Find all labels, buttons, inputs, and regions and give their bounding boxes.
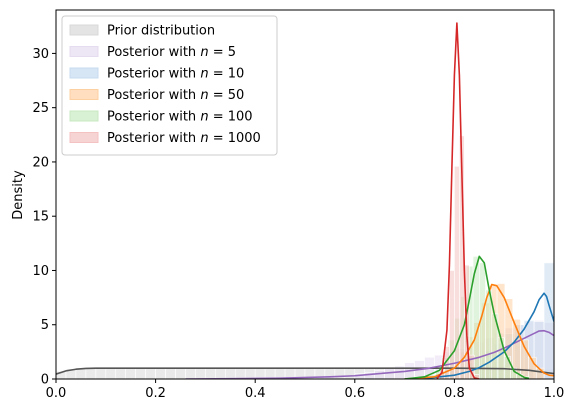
legend-label: Posterior with n = 1000 (107, 131, 261, 146)
legend-label: Prior distribution (107, 24, 215, 39)
histogram-bar (125, 368, 136, 379)
histogram-bar (175, 367, 186, 379)
kde-line-posterior-with-n-50 (404, 283, 554, 379)
histogram-bar (225, 368, 236, 379)
y-tick-label: 25 (32, 101, 49, 116)
x-tick-label: 0.0 (46, 386, 67, 401)
y-tick-label: 5 (41, 318, 49, 333)
kde-line-posterior-with-n-10 (404, 292, 554, 379)
kde-line-posterior-with-n-1000 (436, 22, 480, 379)
histogram-bar (95, 367, 107, 379)
y-axis: 0 5 10 15 20 25 30 (32, 47, 56, 388)
legend-label: Posterior with n = 5 (107, 45, 236, 60)
y-tick-label: 20 (32, 155, 49, 170)
histogram-bar (85, 368, 97, 379)
legend-item-posterior-with-n-10: Posterior with n = 10 (69, 67, 244, 82)
y-tick-label: 15 (32, 210, 49, 225)
legend-label: Posterior with n = 50 (107, 88, 244, 103)
histogram-bar (497, 337, 505, 379)
histogram-bar (195, 367, 206, 379)
y-tick-label: 10 (32, 264, 49, 279)
legend-item-posterior-with-n-1000: Posterior with n = 1000 (69, 131, 261, 146)
legend: Prior distribution Posterior with n = 5 Po… (61, 15, 278, 156)
x-tick-label: 0.6 (344, 386, 365, 401)
kde-line-posterior-with-n-5 (185, 329, 554, 379)
legend-swatch (69, 67, 99, 79)
x-tick-label: 0.4 (245, 386, 266, 401)
legend-swatch (69, 24, 99, 36)
legend-item-posterior-with-n-5: Posterior with n = 5 (69, 45, 236, 60)
legend-label: Posterior with n = 10 (107, 67, 244, 82)
x-tick-label: 0.2 (145, 386, 166, 401)
legend-swatch (69, 110, 99, 122)
legend-box (61, 15, 278, 156)
histogram-bar (254, 367, 266, 379)
y-tick-label: 0 (41, 373, 49, 388)
histogram-bar (503, 355, 511, 379)
x-tick-label: 1.0 (544, 386, 565, 401)
histogram-bar (334, 367, 346, 379)
legend-label: Posterior with n = 100 (107, 110, 253, 125)
plot-area (56, 22, 554, 379)
legend-item-posterior-with-n-50: Posterior with n = 50 (69, 88, 244, 103)
legend-swatch (69, 46, 99, 57)
histogram-bar (155, 367, 166, 379)
x-axis: 0.0 0.2 0.4 0.6 0.8 1.0 (46, 379, 565, 401)
axes-frame (55, 9, 555, 380)
x-tick-label: 0.8 (444, 386, 465, 401)
histogram-bar (115, 367, 127, 379)
legend-swatch (69, 89, 99, 100)
histogram-bar (145, 368, 156, 379)
legend-item-posterior-with-n-100: Posterior with n = 100 (69, 110, 253, 125)
histogram-bar (165, 368, 176, 379)
histogram-bar (205, 368, 216, 379)
legend-item-prior-distribution: Prior distribution (69, 24, 215, 39)
histogram-bar (234, 367, 246, 379)
histogram-bar (185, 368, 196, 379)
histogram-bar (344, 368, 356, 379)
histogram-bar (215, 367, 226, 379)
histogram-bar (135, 367, 146, 379)
kde-line-posterior-with-n-100 (404, 255, 530, 379)
histogram-bar (105, 368, 117, 379)
y-axis-label: Density (11, 170, 26, 220)
histogram-bar (244, 368, 256, 379)
y-tick-label: 30 (32, 47, 49, 62)
histogram-bar (543, 262, 554, 379)
histogram-bar (485, 289, 493, 379)
legend-swatch (69, 132, 99, 143)
